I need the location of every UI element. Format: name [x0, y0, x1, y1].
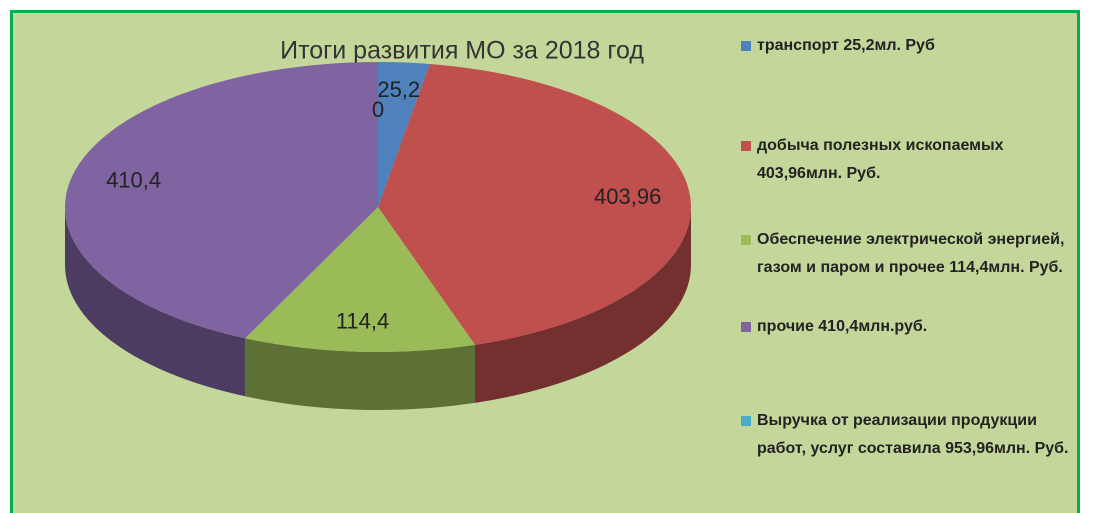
slice [64, 62, 378, 339]
legend-swatch [741, 141, 751, 151]
slice [378, 63, 691, 345]
legend-label: Обеспечение электрической энергией, газо… [757, 231, 1065, 276]
data-label: 410,4 [106, 168, 161, 193]
slice [245, 207, 475, 352]
slice [378, 62, 430, 207]
slice-side [474, 207, 691, 403]
data-label: 25,2 [377, 77, 420, 102]
legend-swatch [741, 41, 751, 51]
legend-label: прочие 410,4млн.руб. [757, 318, 928, 335]
legend-entry: добыча полезных ископаемых 403,96млн. Ру… [741, 132, 1071, 188]
legend-swatch [741, 416, 751, 426]
data-label: 403,96 [594, 184, 661, 209]
slice-side [245, 338, 475, 410]
legend-swatch [741, 322, 751, 332]
legend-entry: прочие 410,4млн.руб. [741, 313, 1071, 341]
legend-label: Выручка от реализации продукции работ, у… [757, 412, 1069, 457]
legend-swatch [741, 235, 751, 245]
slice-side [64, 207, 246, 397]
data-label: 114,4 [336, 309, 389, 334]
legend-label: добыча полезных ископаемых 403,96млн. Ру… [757, 137, 1004, 182]
legend-entry: Обеспечение электрической энергией, газо… [741, 226, 1071, 282]
chart-title: Итоги развития МО за 2018 год [280, 37, 644, 65]
legend-label: транспорт 25,2мл. Руб [757, 37, 935, 54]
data-label: 0 [372, 97, 384, 122]
legend-entry: транспорт 25,2мл. Руб [741, 32, 1071, 60]
legend-entry: Выручка от реализации продукции работ, у… [741, 407, 1071, 463]
